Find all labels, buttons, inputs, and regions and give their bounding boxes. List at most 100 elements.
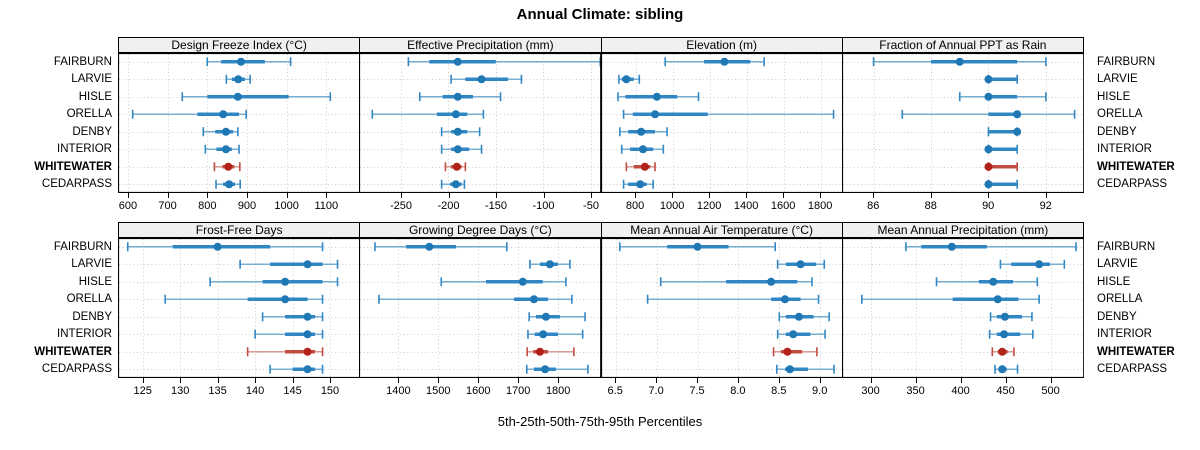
panel-strip: Elevation (m) [600, 37, 843, 53]
median-dot [782, 347, 791, 356]
median-dot [788, 330, 797, 339]
x-axis-tick [438, 378, 440, 383]
x-axis-tick-label: 140 [245, 385, 265, 397]
median-dot [638, 145, 647, 154]
x-axis-tick [778, 378, 780, 383]
x-axis-tick [1005, 378, 1007, 383]
median-dot [237, 57, 246, 66]
series-row-hisle [616, 92, 699, 102]
row-label-right-denby: DENBY [1097, 310, 1137, 323]
panel-strip: Growing Degree Days (°C) [359, 222, 602, 238]
x-axis-tick-label: 1200 [696, 200, 722, 212]
x-axis-tick-label: 900 [237, 200, 257, 212]
series-row-fairburn [904, 242, 1077, 252]
median-dot [542, 312, 551, 321]
median-dot [536, 347, 545, 356]
series-row-larvie [999, 259, 1065, 269]
x-axis-tick [286, 193, 288, 198]
x-axis-tick-label: 1400 [733, 200, 759, 212]
row-label-left-interior: INTERIOR [57, 143, 112, 156]
row-label-right-fairburn: FAIRBURN [1097, 240, 1156, 253]
x-axis-tick-label: 300 [861, 385, 880, 397]
median-dot [454, 92, 463, 101]
median-dot [454, 57, 463, 66]
x-axis-tick [656, 378, 658, 383]
series-row-interior [204, 144, 240, 154]
median-dot [303, 347, 312, 356]
x-axis-tick [326, 193, 328, 198]
series-row-fairburn [407, 57, 602, 67]
row-label-left-fairburn: FAIRBURN [53, 55, 112, 68]
x-axis-tick [496, 193, 497, 198]
panel-border [841, 238, 1084, 378]
median-dot [650, 110, 659, 119]
panel-plot [841, 238, 1084, 378]
x-axis-tick-label: -200 [437, 200, 460, 212]
x-axis-tick [448, 193, 450, 198]
x-axis-tick-label: 9.0 [812, 385, 828, 397]
median-dot [984, 145, 993, 154]
row-label-right-larvie: LARVIE [1097, 258, 1138, 271]
median-dot [652, 92, 661, 101]
median-dot [1012, 127, 1021, 136]
x-axis-tick-label: -250 [389, 200, 413, 212]
x-axis-tick-label: 1100 [314, 200, 339, 212]
x-axis-tick-label: 86 [867, 200, 880, 212]
median-dot [303, 312, 312, 321]
series-row-larvie [450, 74, 523, 84]
x-axis-tick [591, 193, 592, 198]
series-row-whitewater [625, 162, 656, 172]
x-axis-tick [960, 378, 962, 383]
median-dot [997, 347, 1006, 356]
panel-strip: Frost-Free Days [118, 222, 361, 238]
series-row-cedarpass [215, 179, 242, 189]
median-dot [303, 260, 312, 269]
x-axis-tick [167, 193, 169, 198]
x-axis-tick-label: 350 [906, 385, 925, 397]
row-label-left-orella: ORELLA [66, 293, 112, 306]
median-dot [233, 92, 242, 101]
x-axis-tick [401, 193, 402, 198]
panel-plot [600, 53, 843, 193]
x-axis-tick-label: -150 [484, 200, 508, 212]
panel-plot [118, 53, 361, 193]
median-dot [425, 242, 434, 251]
x-axis-tick-label: 800 [198, 200, 217, 212]
series-row-hisle [181, 92, 332, 102]
median-dot [621, 75, 630, 84]
x-axis-tick-label: 1800 [807, 200, 833, 212]
median-dot [477, 75, 486, 84]
median-dot [519, 277, 528, 286]
panel-background [359, 238, 602, 378]
row-label-right-whitewater: WHITEWATER [1097, 160, 1175, 173]
series-row-whitewater [213, 162, 241, 172]
x-axis-tick [737, 378, 739, 383]
row-label-right-whitewater: WHITEWATER [1097, 345, 1175, 358]
median-dot [984, 180, 993, 189]
median-dot [635, 180, 644, 189]
median-dot [988, 277, 997, 286]
median-dot [546, 260, 555, 269]
series-row-larvie [776, 259, 825, 269]
series-row-fairburn [618, 242, 776, 252]
series-row-denby [777, 312, 830, 322]
row-label-left-hisle: HISLE [78, 90, 112, 103]
panel-strip: Mean Annual Precipitation (mm) [841, 222, 1084, 238]
median-dot [213, 242, 222, 251]
x-axis-tick-label: 700 [158, 200, 177, 212]
x-axis-tick-label: 1000 [659, 200, 685, 212]
series-row-orella [622, 109, 834, 119]
series-row-cedarpass [775, 364, 835, 374]
row-label-left-whitewater: WHITEWATER [34, 160, 112, 173]
panel-strip: Effective Precipitation (mm) [359, 37, 602, 53]
series-row-interior [984, 144, 1018, 154]
median-dot [303, 330, 312, 339]
x-axis-tick [247, 193, 248, 198]
x-axis-tick [783, 193, 785, 198]
percentiles-caption: 5th-25th-50th-75th-95th Percentiles [497, 414, 703, 429]
x-axis-tick-label: 500 [1041, 385, 1060, 397]
row-label-right-interior: INTERIOR [1097, 328, 1152, 341]
median-dot [1034, 260, 1043, 269]
x-axis-tick [1050, 378, 1052, 383]
x-axis-tick [615, 378, 617, 383]
